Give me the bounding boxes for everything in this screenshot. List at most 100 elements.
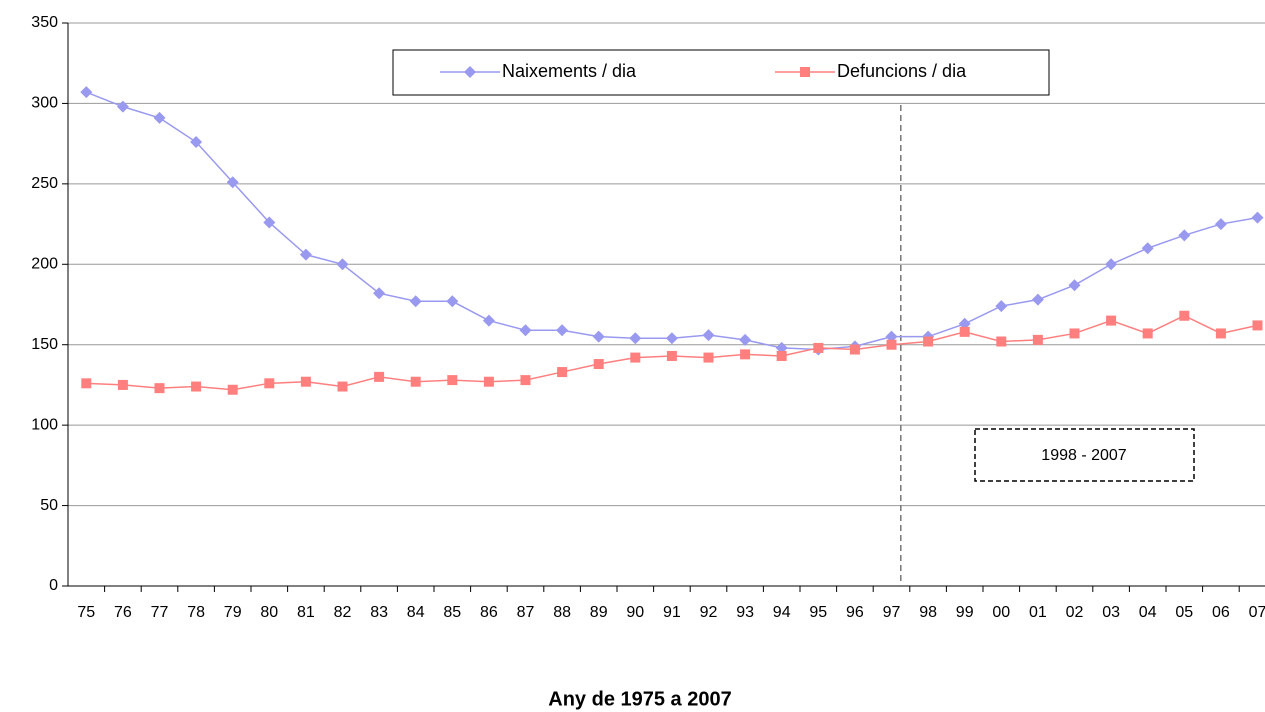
x-tick-label: 86	[480, 604, 498, 621]
data-point	[849, 344, 860, 355]
data-point	[264, 378, 275, 389]
y-tick-label: 50	[40, 497, 58, 514]
x-tick-label: 06	[1212, 604, 1230, 621]
data-point	[153, 111, 166, 124]
x-tick-label: 98	[919, 604, 937, 621]
data-point	[520, 375, 531, 386]
data-point	[593, 359, 604, 370]
x-tick-label: 93	[736, 604, 754, 621]
data-point	[995, 300, 1008, 313]
x-tick-label: 75	[77, 604, 95, 621]
x-tick-label: 81	[297, 604, 315, 621]
data-point	[885, 330, 898, 343]
data-point	[775, 341, 788, 354]
data-point	[557, 367, 568, 378]
data-point	[592, 330, 605, 343]
data-point	[374, 371, 385, 382]
x-tick-label: 83	[370, 604, 388, 621]
data-point	[1031, 293, 1044, 306]
data-point	[776, 350, 787, 361]
data-point	[373, 287, 386, 300]
data-point	[336, 258, 349, 271]
x-axis-label: Any de 1975 a 2007	[548, 688, 731, 710]
data-point	[1032, 334, 1043, 345]
x-tick-label: 95	[809, 604, 827, 621]
y-tick-label: 200	[31, 256, 58, 273]
x-tick-label: 79	[224, 604, 242, 621]
x-tick-label: 99	[956, 604, 974, 621]
x-tick-label: 96	[846, 604, 864, 621]
data-point	[1214, 218, 1227, 231]
data-point	[446, 295, 459, 308]
legend	[392, 49, 1050, 96]
x-tick-label: 04	[1139, 604, 1157, 621]
data-point	[116, 100, 129, 113]
x-tick-label: 82	[334, 604, 352, 621]
y-tick-label: 300	[31, 95, 58, 112]
data-point	[996, 336, 1007, 347]
data-point	[740, 349, 751, 360]
annotation: 1998 - 2007	[1041, 447, 1127, 464]
x-tick-label: 92	[700, 604, 718, 621]
data-point	[226, 176, 239, 189]
x-tick-label: 97	[883, 604, 901, 621]
x-tick-label: 76	[114, 604, 132, 621]
legend-marker	[464, 66, 476, 78]
data-point	[1106, 315, 1117, 326]
data-point	[923, 336, 934, 347]
data-point	[482, 314, 495, 327]
data-point	[1068, 279, 1081, 292]
data-point	[665, 332, 678, 345]
x-tick-label: 00	[992, 604, 1010, 621]
y-tick-label: 0	[49, 577, 58, 594]
data-point	[117, 379, 128, 390]
x-tick-label: 84	[407, 604, 425, 621]
y-tick-label: 250	[31, 175, 58, 192]
data-point	[1141, 242, 1154, 255]
data-point	[702, 329, 715, 342]
data-point	[154, 383, 165, 394]
x-tick-label: 78	[187, 604, 205, 621]
data-point	[80, 86, 93, 99]
x-tick-label: 88	[553, 604, 571, 621]
data-point	[959, 326, 970, 337]
data-point	[1179, 310, 1190, 321]
data-point	[1069, 328, 1080, 339]
annotation-box	[974, 428, 1195, 482]
data-point	[1252, 320, 1263, 331]
x-tick-label: 07	[1249, 604, 1265, 621]
data-point	[447, 375, 458, 386]
data-point	[1178, 229, 1191, 242]
x-tick-label: 03	[1102, 604, 1120, 621]
y-tick-label: 350	[31, 14, 58, 31]
x-tick-label: 80	[260, 604, 278, 621]
data-point	[300, 376, 311, 387]
x-tick-label: 90	[626, 604, 644, 621]
data-point	[190, 136, 203, 149]
y-tick-label: 150	[31, 336, 58, 353]
x-tick-label: 05	[1175, 604, 1193, 621]
data-point	[886, 339, 897, 350]
x-tick-label: 91	[663, 604, 681, 621]
x-tick-label: 02	[1066, 604, 1084, 621]
data-point	[813, 342, 824, 353]
data-point	[556, 324, 569, 337]
data-point	[410, 376, 421, 387]
data-point	[629, 332, 642, 345]
data-point	[227, 384, 238, 395]
data-point	[191, 381, 202, 392]
data-point	[958, 317, 971, 330]
data-point	[81, 378, 92, 389]
data-point	[1142, 328, 1153, 339]
data-point	[483, 376, 494, 387]
y-tick-label: 100	[31, 416, 58, 433]
data-point	[666, 350, 677, 361]
legend-label: Naixements / dia	[502, 61, 637, 81]
legend-marker	[800, 67, 810, 77]
x-tick-label: 89	[590, 604, 608, 621]
data-point	[263, 216, 276, 229]
data-point	[1105, 258, 1118, 271]
x-tick-label: 87	[517, 604, 535, 621]
data-point	[299, 248, 312, 261]
